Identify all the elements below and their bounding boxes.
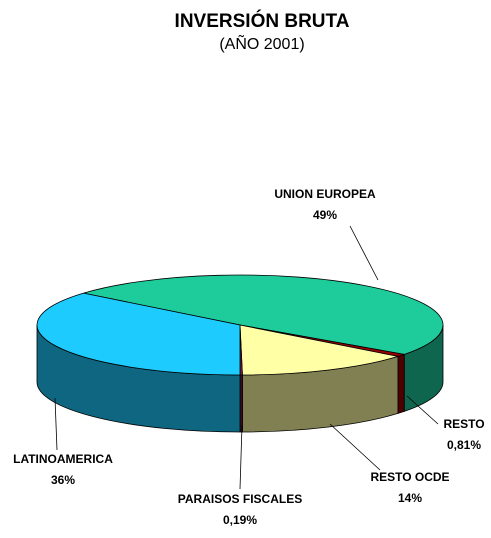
leader-line <box>54 397 58 451</box>
slice-label: LATINOAMERICA <box>13 452 113 466</box>
chart-subtitle: (AÑO 2001) <box>219 33 304 53</box>
slice <box>83 274 444 355</box>
slice <box>239 324 399 376</box>
leader-line <box>349 225 379 281</box>
leader-line <box>239 424 243 490</box>
slice-label: RESTO OCDE <box>370 470 449 484</box>
slice-label: UNION EUROPEA <box>274 187 376 201</box>
slice-value-label: 14% <box>398 491 422 505</box>
slice-value-label: 0,19% <box>223 513 257 527</box>
slice-value-label: 0,81% <box>447 438 481 452</box>
chart-title: INVERSIÓN BRUTA <box>175 10 350 32</box>
slice-value-label: 36% <box>51 473 75 487</box>
slice-value-label: 49% <box>313 208 337 222</box>
slice-label: PARAISOS FISCALES <box>178 492 302 506</box>
slice-label: RESTO <box>443 417 484 431</box>
leader-line <box>406 395 439 425</box>
slice <box>36 292 241 376</box>
leader-line <box>329 423 381 471</box>
slice-side <box>397 353 405 414</box>
